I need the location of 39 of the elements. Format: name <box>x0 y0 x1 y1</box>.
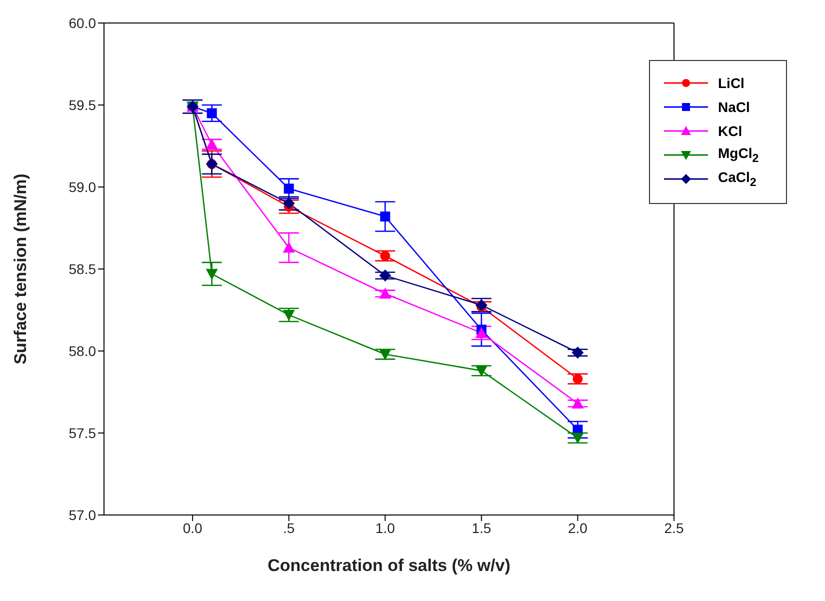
y-tick-label: 58.0 <box>68 342 96 359</box>
x-tick-label: 1.0 <box>375 520 396 536</box>
y-axis-title: Surface tension (mN/m) <box>11 174 30 364</box>
x-axis-title: Concentration of salts (% w/v) <box>268 556 510 575</box>
point <box>572 346 584 359</box>
legend-label: MgCl$_{2}$ <box>718 145 759 165</box>
point <box>282 197 295 210</box>
point <box>572 374 583 384</box>
point <box>379 288 392 299</box>
y-tick-label: 59.5 <box>68 96 96 113</box>
point <box>379 349 392 360</box>
y-tick-label: 57.5 <box>68 424 96 441</box>
point <box>380 250 390 261</box>
x-tick-label: .5 <box>283 520 295 536</box>
point <box>284 184 294 194</box>
y-tick-label: 60.0 <box>68 14 96 31</box>
point <box>206 268 218 280</box>
x-tick-label: 2.5 <box>664 520 684 536</box>
x-tick-label: 1.5 <box>472 520 492 536</box>
point <box>572 397 584 408</box>
point <box>282 310 295 321</box>
y-tick-label: 58.5 <box>68 260 96 277</box>
legend-label: LiCl <box>718 75 744 91</box>
point <box>475 326 488 338</box>
point <box>282 242 295 253</box>
point <box>572 432 584 444</box>
point <box>379 270 392 282</box>
y-tick-label: 57.0 <box>68 506 96 523</box>
point <box>380 212 390 222</box>
point <box>475 366 488 377</box>
point <box>206 138 218 150</box>
legend-label: KCl <box>718 123 742 139</box>
point <box>206 108 217 118</box>
legend-label: NaCl <box>718 99 750 115</box>
x-tick-label: 0.0 <box>182 520 203 536</box>
point <box>475 299 488 312</box>
legend-label: CaCl$_{2}$ <box>718 169 756 189</box>
x-tick-label: 2.0 <box>568 520 588 536</box>
y-tick-label: 59.0 <box>68 178 96 195</box>
